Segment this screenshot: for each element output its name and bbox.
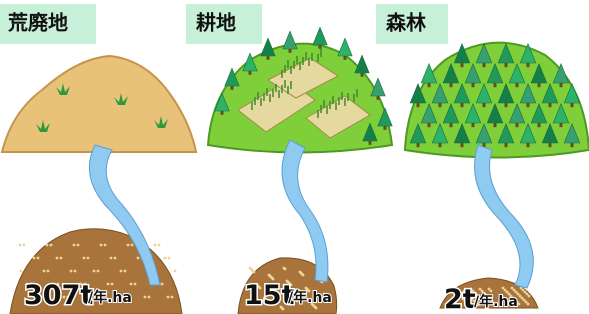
soil-dot bbox=[74, 270, 77, 273]
soil-dot bbox=[107, 283, 110, 286]
soil-dot bbox=[43, 270, 46, 273]
soil-dot bbox=[93, 270, 96, 273]
soil-dot bbox=[168, 257, 171, 260]
erosion-diagram: 荒廃地 耕地 森林 307t /年.ha 15t /年.ha 2t /年.ha bbox=[0, 0, 589, 314]
soil-dot bbox=[164, 257, 167, 260]
soil-dot bbox=[511, 287, 514, 290]
soil-dot bbox=[488, 288, 491, 291]
soil-dot bbox=[47, 270, 50, 273]
soil-dot bbox=[83, 257, 86, 260]
soil-dot bbox=[490, 290, 493, 293]
soil-dot bbox=[127, 244, 130, 247]
barren-hill bbox=[2, 56, 196, 152]
tree bbox=[313, 27, 327, 45]
soil-dot bbox=[97, 270, 100, 273]
soil-dot bbox=[518, 303, 521, 306]
soil-dot bbox=[104, 244, 107, 247]
erosion-unit: /年.ha bbox=[474, 293, 518, 310]
soil-dot bbox=[100, 244, 103, 247]
river bbox=[474, 145, 533, 288]
soil-dot bbox=[253, 271, 256, 274]
soil-dot bbox=[504, 289, 507, 292]
soil-dot bbox=[70, 270, 73, 273]
soil-dot bbox=[120, 270, 123, 273]
tree bbox=[261, 38, 275, 56]
soil-dot bbox=[528, 295, 531, 298]
erosion-unit: /年.ha bbox=[88, 289, 132, 306]
illustration bbox=[0, 4, 589, 314]
erosion-amount: 2t bbox=[444, 284, 476, 314]
soil-dot bbox=[506, 291, 509, 294]
soil-dot bbox=[20, 270, 23, 273]
soil-dot bbox=[124, 270, 127, 273]
soil-dot bbox=[161, 283, 164, 286]
soil-dot bbox=[481, 290, 484, 293]
soil-dot bbox=[37, 257, 40, 260]
soil-dot bbox=[77, 244, 80, 247]
soil-dot bbox=[521, 297, 524, 300]
soil-dot bbox=[158, 244, 161, 247]
soil-dot bbox=[73, 244, 76, 247]
soil-dot bbox=[144, 296, 147, 299]
soil-dot bbox=[527, 303, 530, 306]
panel-label: 耕地 bbox=[196, 11, 236, 35]
soil-dot bbox=[523, 299, 526, 302]
erosion-unit: /年.ha bbox=[288, 289, 332, 306]
soil-dot bbox=[302, 274, 305, 277]
soil-dot bbox=[522, 289, 525, 292]
panel-label: 荒廃地 bbox=[8, 11, 68, 35]
panel-label: 森林 bbox=[386, 11, 426, 35]
soil-dot bbox=[148, 296, 151, 299]
soil-dot bbox=[502, 287, 505, 290]
soil-dot bbox=[154, 244, 157, 247]
soil-dot bbox=[23, 244, 26, 247]
soil-dot bbox=[19, 244, 22, 247]
soil-dot bbox=[87, 257, 90, 260]
soil-dot bbox=[171, 296, 174, 299]
erosion-amount: 15t bbox=[244, 280, 295, 311]
soil-dot bbox=[479, 288, 482, 291]
soil-dot bbox=[513, 289, 516, 292]
soil-dot bbox=[134, 283, 137, 286]
erosion-amount: 307t bbox=[24, 280, 93, 311]
soil-dot bbox=[526, 293, 529, 296]
tree bbox=[338, 38, 352, 56]
soil-dot bbox=[519, 295, 522, 298]
soil-dot bbox=[114, 257, 117, 260]
soil-dot bbox=[284, 268, 287, 271]
forest-hill bbox=[405, 43, 589, 158]
soil-dot bbox=[137, 257, 140, 260]
soil-dot bbox=[130, 283, 133, 286]
soil-dot bbox=[524, 291, 527, 294]
soil-dot bbox=[315, 307, 318, 310]
soil-dot bbox=[167, 296, 170, 299]
soil-dot bbox=[110, 257, 113, 260]
soil-dot bbox=[174, 270, 177, 273]
soil-dot bbox=[56, 257, 59, 260]
soil-dot bbox=[46, 244, 49, 247]
soil-dot bbox=[525, 301, 528, 304]
soil-dot bbox=[515, 291, 518, 294]
tree bbox=[283, 31, 297, 49]
soil-dot bbox=[131, 244, 134, 247]
soil-dot bbox=[50, 244, 53, 247]
soil-dot bbox=[60, 257, 63, 260]
soil-dot bbox=[33, 257, 36, 260]
soil-dot bbox=[111, 283, 114, 286]
